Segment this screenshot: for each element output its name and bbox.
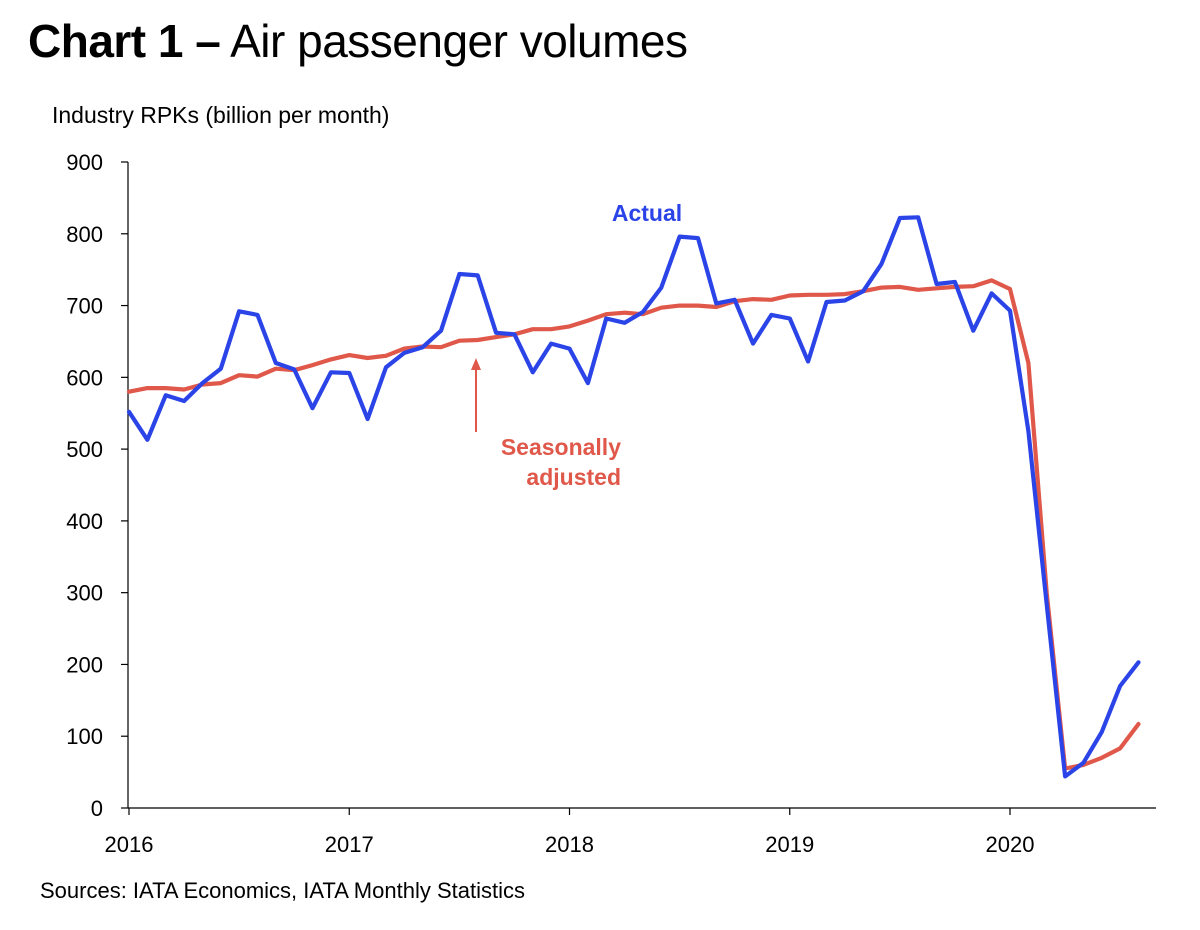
- y-tick-label: 100: [66, 724, 103, 749]
- x-tick-label: 2019: [765, 832, 814, 857]
- y-tick-label: 0: [91, 796, 103, 821]
- x-tick-label: 2018: [545, 832, 594, 857]
- source-note: Sources: IATA Economics, IATA Monthly St…: [40, 878, 525, 903]
- seasonally-adjusted-label-line: Seasonally: [501, 434, 621, 460]
- x-tick-label: 2017: [325, 832, 374, 857]
- y-axis-label: Industry RPKs (billion per month): [52, 102, 390, 128]
- x-tick-label: 2016: [105, 832, 154, 857]
- y-tick-label: 600: [66, 365, 103, 390]
- series-line-seasonally-adjusted: [126, 278, 1141, 771]
- x-tick-label: 2020: [986, 832, 1035, 857]
- chart-title-bold: Chart 1 –: [28, 15, 221, 67]
- y-tick-label: 400: [66, 509, 103, 534]
- chart-title: Chart 1 – Air passenger volumes: [28, 14, 688, 68]
- chart-title-rest: Air passenger volumes: [230, 15, 688, 67]
- seasonally-adjusted-series-label: Seasonally adjusted: [501, 434, 621, 490]
- y-tick-label: 200: [66, 652, 103, 677]
- y-tick-label: 900: [66, 150, 103, 175]
- y-tick-label: 500: [66, 437, 103, 462]
- y-tick-label: 800: [66, 222, 103, 247]
- y-tick-label: 300: [66, 581, 103, 606]
- seasonally-adjusted-label-line: adjusted: [526, 464, 621, 490]
- series-line-actual: [126, 215, 1141, 779]
- y-tick-label: 700: [66, 294, 103, 319]
- annotation-arrow-head: [471, 358, 481, 370]
- actual-series-label: Actual: [612, 200, 682, 226]
